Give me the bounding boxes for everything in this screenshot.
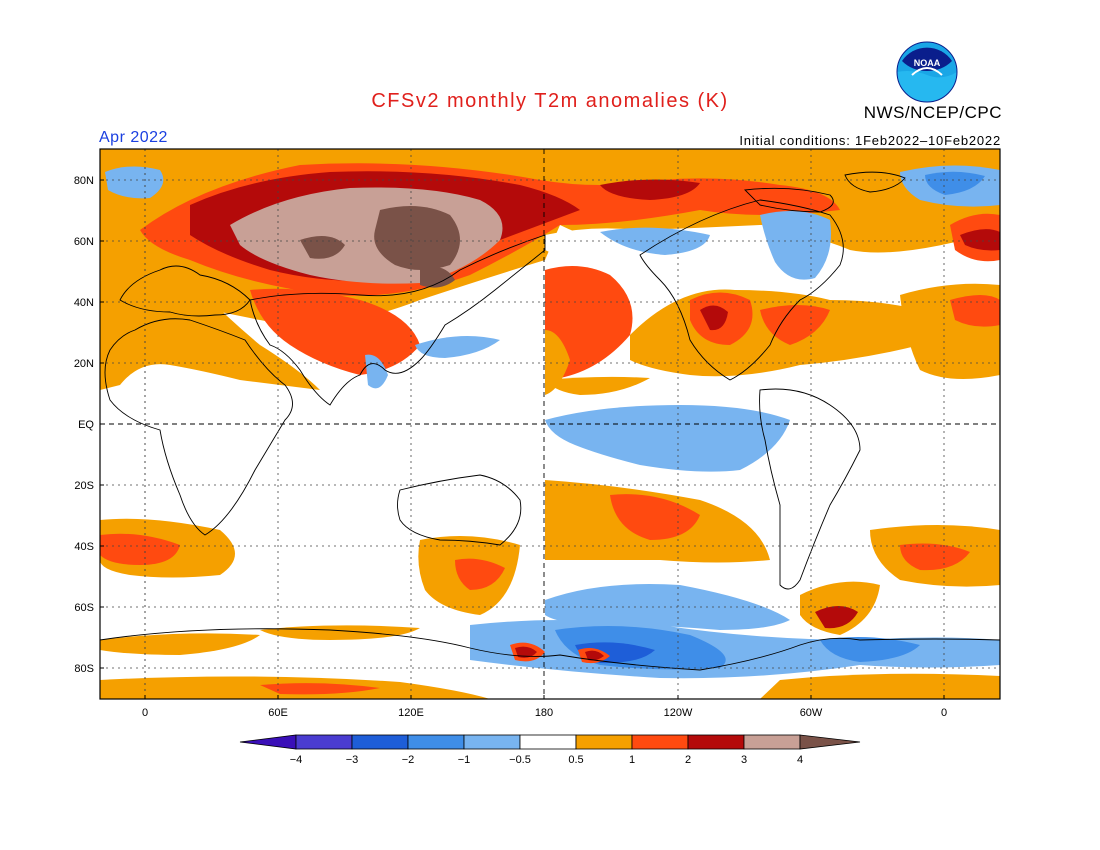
colorbar-segment (295, 734, 353, 750)
agency-label: NWS/NCEP/CPC (863, 103, 1002, 122)
target-month-label: Apr 2022 (99, 129, 168, 146)
lat-label: 40N (74, 297, 94, 309)
colorbar-segment (239, 734, 297, 750)
noaa-logo-text: NOAA (914, 58, 941, 68)
lon-label: 180 (535, 707, 553, 719)
lon-label: 120E (398, 707, 424, 719)
longitude-labels: 0 60E 120E 180 120W 60W 0 (142, 707, 947, 719)
coastlines (100, 171, 1000, 671)
colorbar-segment (631, 734, 689, 750)
colorbar-segment (799, 734, 861, 750)
lat-label: 80N (74, 175, 94, 187)
lat-label: 80S (74, 663, 94, 675)
lon-label: 60E (268, 707, 288, 719)
colorbar-tick-label: −2 (402, 754, 415, 766)
colorbar-tick-label: −1 (458, 754, 471, 766)
lat-label: 60S (74, 602, 94, 614)
colorbar-segment (407, 734, 465, 750)
lat-label: 60N (74, 236, 94, 248)
colorbar-segment (687, 734, 745, 750)
colorbar-segment (351, 734, 409, 750)
axis-ticks (100, 179, 945, 699)
initial-conditions-label: Initial conditions: 1Feb2022–10Feb2022 (739, 133, 1001, 148)
equator-dateline (100, 149, 1000, 699)
colorbar-segment (463, 734, 521, 750)
colorbar-tick-label: −4 (290, 754, 303, 766)
lat-label: 40S (74, 541, 94, 553)
lon-label: 120W (664, 707, 693, 719)
latitude-labels: 80N 60N 40N 20N EQ 20S 40S 60S 80S (74, 175, 95, 675)
map-gridlines (100, 149, 1000, 699)
colorbar-segment (575, 734, 633, 750)
map-title: CFSv2 monthly T2m anomalies (K) (371, 90, 729, 112)
colorbar-tick-label: 1 (629, 754, 635, 766)
lon-label: 0 (941, 707, 947, 719)
colorbar-labels: −4 −3 −2 −1 −0.5 0.5 1 2 3 4 (290, 754, 803, 766)
colorbar-segment (519, 734, 577, 750)
lat-label: EQ (78, 419, 94, 431)
lat-label: 20S (74, 480, 94, 492)
colorbar-tick-label: 4 (797, 754, 803, 766)
noaa-logo: NOAA (896, 41, 958, 103)
lat-label: 20N (74, 358, 94, 370)
colorbar-tick-label: −0.5 (509, 754, 531, 766)
colorbar-tick-label: 2 (685, 754, 691, 766)
colorbar-tick-label: −3 (346, 754, 359, 766)
colorbar-tick-label: 3 (741, 754, 747, 766)
lon-label: 0 (142, 707, 148, 719)
lon-label: 60W (800, 707, 823, 719)
colorbar-segment (743, 734, 801, 750)
colorbar-tick-label: 0.5 (568, 754, 583, 766)
colorbar (239, 734, 861, 750)
